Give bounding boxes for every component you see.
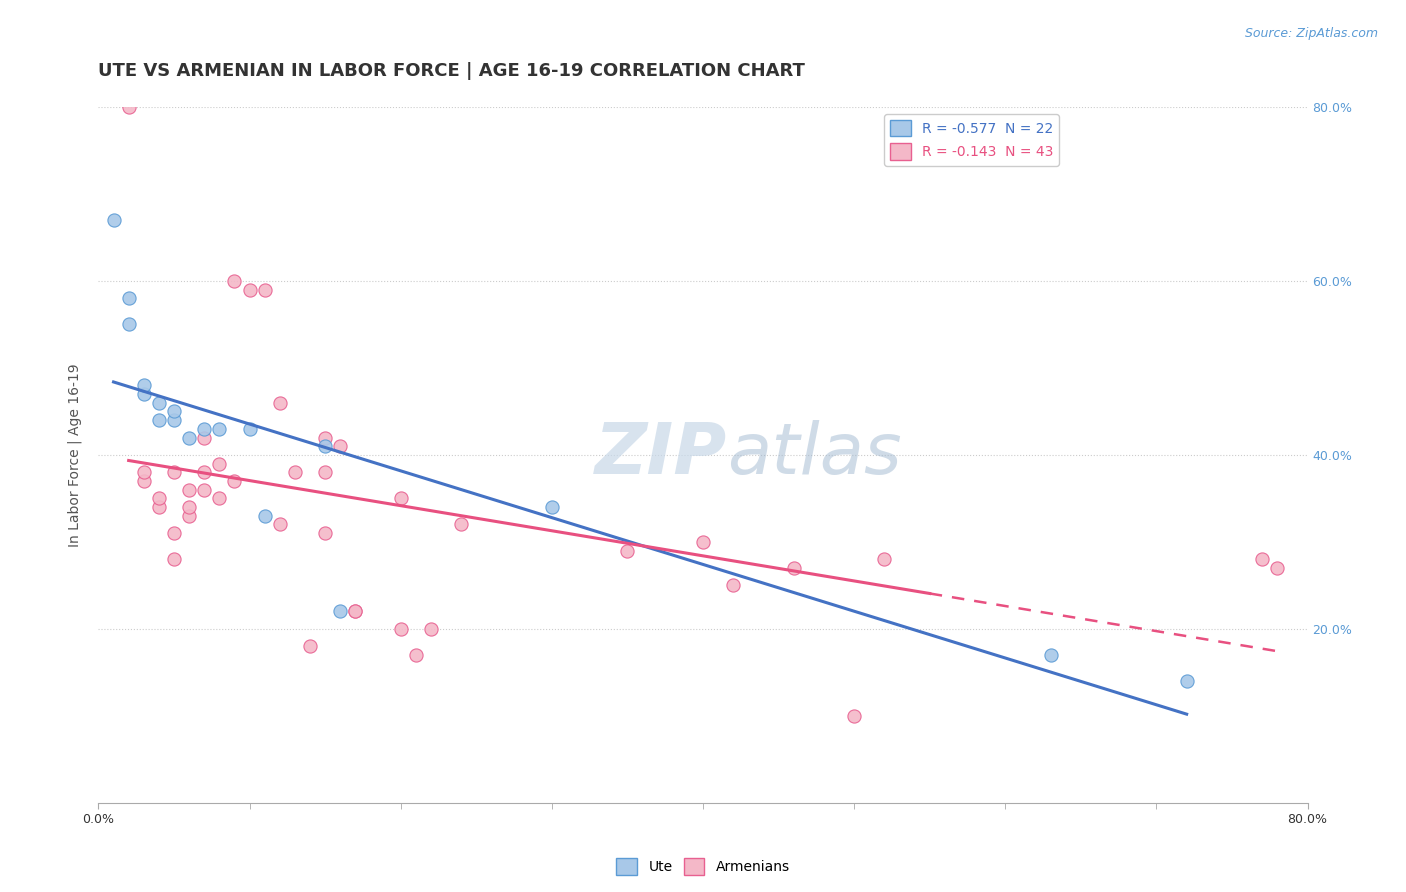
Point bbox=[450, 517, 472, 532]
Text: Source: ZipAtlas.com: Source: ZipAtlas.com bbox=[1244, 27, 1378, 40]
Point bbox=[163, 552, 186, 566]
Point bbox=[148, 413, 170, 427]
Point bbox=[269, 396, 291, 410]
Point bbox=[692, 534, 714, 549]
Point bbox=[616, 543, 638, 558]
Point bbox=[253, 283, 276, 297]
Y-axis label: In Labor Force | Age 16-19: In Labor Force | Age 16-19 bbox=[67, 363, 83, 547]
Point bbox=[163, 413, 186, 427]
Point bbox=[193, 422, 215, 436]
Point bbox=[193, 466, 215, 480]
Point bbox=[208, 457, 231, 471]
Point bbox=[132, 474, 155, 488]
Point bbox=[420, 622, 443, 636]
Point bbox=[405, 648, 427, 662]
Point bbox=[284, 466, 307, 480]
Point bbox=[208, 422, 231, 436]
Point bbox=[193, 483, 215, 497]
Point bbox=[163, 466, 186, 480]
Point bbox=[148, 500, 170, 514]
Point bbox=[389, 622, 412, 636]
Point bbox=[344, 605, 367, 619]
Point bbox=[118, 318, 141, 332]
Point bbox=[193, 431, 215, 445]
Point bbox=[314, 439, 336, 453]
Point bbox=[179, 483, 201, 497]
Point bbox=[148, 396, 170, 410]
Point bbox=[103, 213, 125, 227]
Point bbox=[314, 526, 336, 541]
Point bbox=[844, 708, 866, 723]
Legend: R = -0.577  N = 22, R = -0.143  N = 43: R = -0.577 N = 22, R = -0.143 N = 43 bbox=[884, 114, 1059, 166]
Point bbox=[314, 431, 336, 445]
Point bbox=[224, 474, 246, 488]
Point bbox=[329, 439, 352, 453]
Point bbox=[344, 605, 367, 619]
Point bbox=[132, 378, 155, 392]
Point bbox=[389, 491, 412, 506]
Point bbox=[314, 466, 336, 480]
Point bbox=[723, 578, 745, 592]
Point bbox=[148, 491, 170, 506]
Point bbox=[163, 404, 186, 418]
Point bbox=[239, 283, 262, 297]
Point bbox=[1175, 674, 1198, 689]
Point bbox=[253, 508, 276, 523]
Point bbox=[132, 387, 155, 401]
Point bbox=[239, 422, 262, 436]
Point bbox=[873, 552, 896, 566]
Point bbox=[179, 500, 201, 514]
Point bbox=[179, 431, 201, 445]
Point bbox=[118, 291, 141, 305]
Text: atlas: atlas bbox=[727, 420, 901, 490]
Point bbox=[783, 561, 806, 575]
Point bbox=[179, 508, 201, 523]
Legend: Ute, Armenians: Ute, Armenians bbox=[610, 853, 796, 880]
Text: ZIP: ZIP bbox=[595, 420, 727, 490]
Point bbox=[118, 100, 141, 114]
Point bbox=[224, 274, 246, 288]
Point bbox=[132, 466, 155, 480]
Point bbox=[1039, 648, 1062, 662]
Point bbox=[208, 491, 231, 506]
Point bbox=[1267, 561, 1289, 575]
Point bbox=[299, 639, 322, 653]
Point bbox=[329, 605, 352, 619]
Point bbox=[269, 517, 291, 532]
Text: UTE VS ARMENIAN IN LABOR FORCE | AGE 16-19 CORRELATION CHART: UTE VS ARMENIAN IN LABOR FORCE | AGE 16-… bbox=[98, 62, 806, 80]
Point bbox=[540, 500, 562, 514]
Point bbox=[1251, 552, 1274, 566]
Point bbox=[163, 526, 186, 541]
